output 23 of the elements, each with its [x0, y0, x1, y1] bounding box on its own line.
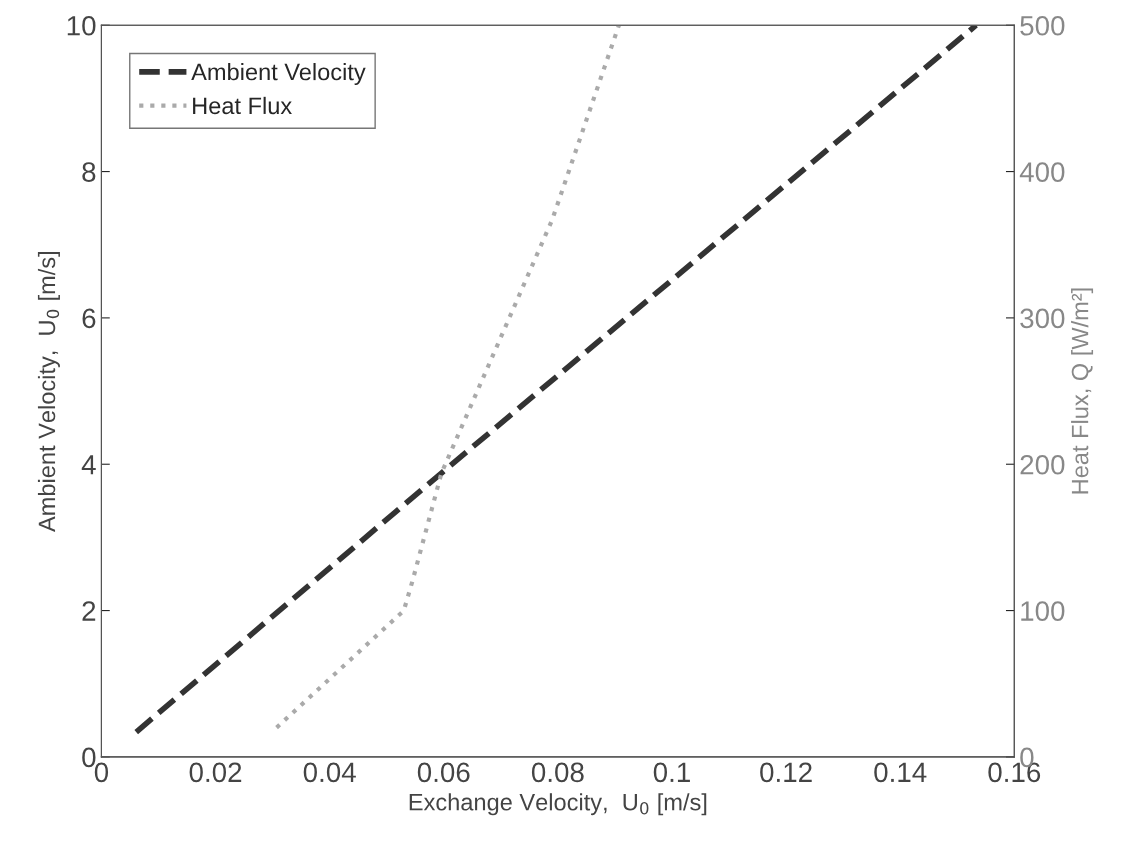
y2-tick-label: 300 [1020, 308, 1065, 329]
y-tick-label: 6 [82, 308, 96, 329]
x-axis-title: Exchange Velocity, U$_{0}$ [m/s] [409, 793, 707, 816]
y-axis-title: Ambient Velocity, U$_{0}$ [m/s] [37, 252, 60, 532]
y2-tick-label: 100 [1021, 601, 1065, 621]
x-tick-label: 0.14 [874, 762, 927, 783]
legend-label: Heat Flux [193, 96, 292, 115]
y-tick-label: 0 [82, 747, 96, 768]
x-tick-label: 0.04 [303, 762, 356, 783]
y-tick-label: 4 [81, 455, 96, 475]
y2-axis-title: Heat Flux, Q [W/m²] [1071, 288, 1094, 494]
legend-label: Ambient Velocity [191, 63, 366, 86]
y-tick-label: 8 [82, 162, 96, 182]
x-tick-label: 0.1 [653, 762, 690, 783]
y-tick-label: 10 [67, 15, 96, 36]
x-tick-label: 0.02 [189, 762, 242, 783]
x-tick-label: 0.08 [531, 762, 584, 783]
y2-tick-label: 400 [1019, 162, 1065, 182]
y-tick-label: 2 [82, 601, 96, 621]
y2-tick-label: 500 [1020, 15, 1065, 36]
x-tick-label: 0.12 [760, 762, 812, 783]
x-tick-label: 0.06 [417, 762, 470, 783]
y2-tick-label: 200 [1020, 454, 1065, 475]
